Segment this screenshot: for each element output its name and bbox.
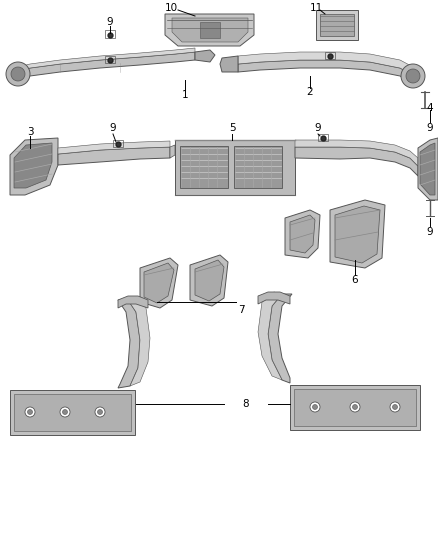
Bar xyxy=(105,30,115,38)
Bar xyxy=(318,134,328,141)
Circle shape xyxy=(63,409,67,415)
Text: 9: 9 xyxy=(110,123,117,133)
Polygon shape xyxy=(195,260,224,301)
Bar xyxy=(113,140,123,147)
Circle shape xyxy=(95,407,105,417)
Text: 8: 8 xyxy=(243,399,249,409)
Polygon shape xyxy=(220,56,238,72)
Text: 9: 9 xyxy=(427,123,433,133)
Circle shape xyxy=(312,405,318,409)
Bar xyxy=(320,14,354,36)
Polygon shape xyxy=(14,143,52,188)
Bar xyxy=(325,52,335,59)
Bar xyxy=(175,140,295,195)
Polygon shape xyxy=(195,50,215,62)
Polygon shape xyxy=(165,14,254,46)
Text: 9: 9 xyxy=(107,17,113,27)
Circle shape xyxy=(310,402,320,412)
Polygon shape xyxy=(200,22,220,38)
Text: 9: 9 xyxy=(314,123,321,133)
Polygon shape xyxy=(238,52,415,76)
Text: 4: 4 xyxy=(427,103,433,113)
Text: 2: 2 xyxy=(307,87,313,97)
Text: 7: 7 xyxy=(238,305,245,315)
Text: 1: 1 xyxy=(182,90,188,100)
Polygon shape xyxy=(268,294,292,383)
Circle shape xyxy=(392,405,398,409)
Polygon shape xyxy=(10,138,58,195)
Text: 5: 5 xyxy=(229,123,235,133)
Bar xyxy=(10,390,135,435)
Circle shape xyxy=(11,67,25,81)
Polygon shape xyxy=(15,52,195,80)
Polygon shape xyxy=(118,296,148,308)
Polygon shape xyxy=(15,48,195,72)
Bar xyxy=(180,146,228,188)
Polygon shape xyxy=(118,300,140,388)
Bar xyxy=(290,385,420,430)
Polygon shape xyxy=(285,210,320,258)
Polygon shape xyxy=(295,140,418,166)
Polygon shape xyxy=(258,292,282,380)
Polygon shape xyxy=(58,141,170,154)
Polygon shape xyxy=(420,143,435,195)
Polygon shape xyxy=(128,298,150,386)
Circle shape xyxy=(353,405,357,409)
Bar xyxy=(316,10,358,40)
Circle shape xyxy=(350,402,360,412)
Polygon shape xyxy=(290,215,315,253)
Circle shape xyxy=(98,409,102,415)
Polygon shape xyxy=(238,60,415,84)
Polygon shape xyxy=(144,263,174,303)
Polygon shape xyxy=(295,147,418,176)
Circle shape xyxy=(25,407,35,417)
Polygon shape xyxy=(170,145,175,158)
Bar xyxy=(294,389,416,426)
Circle shape xyxy=(6,62,30,86)
Text: 9: 9 xyxy=(427,227,433,237)
Polygon shape xyxy=(258,292,290,304)
Text: 6: 6 xyxy=(352,275,358,285)
Circle shape xyxy=(28,409,32,415)
Polygon shape xyxy=(330,200,385,268)
Bar xyxy=(105,56,115,63)
Polygon shape xyxy=(418,138,438,200)
Circle shape xyxy=(406,69,420,83)
Text: 3: 3 xyxy=(27,127,33,137)
Text: 10: 10 xyxy=(165,3,178,13)
Text: 11: 11 xyxy=(310,3,323,13)
Polygon shape xyxy=(335,206,380,263)
Polygon shape xyxy=(172,18,248,42)
Polygon shape xyxy=(58,147,170,165)
Circle shape xyxy=(390,402,400,412)
Polygon shape xyxy=(140,258,178,308)
Bar xyxy=(14,394,131,431)
Bar xyxy=(234,146,282,188)
Circle shape xyxy=(401,64,425,88)
Circle shape xyxy=(60,407,70,417)
Polygon shape xyxy=(190,255,228,306)
